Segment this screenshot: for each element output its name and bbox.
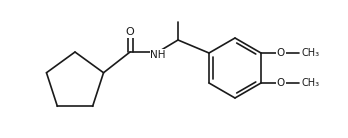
Text: O: O: [277, 78, 285, 88]
Text: CH₃: CH₃: [302, 78, 320, 88]
Text: NH: NH: [150, 50, 166, 60]
Text: O: O: [126, 27, 134, 37]
Text: CH₃: CH₃: [302, 48, 320, 58]
Text: O: O: [277, 48, 285, 58]
